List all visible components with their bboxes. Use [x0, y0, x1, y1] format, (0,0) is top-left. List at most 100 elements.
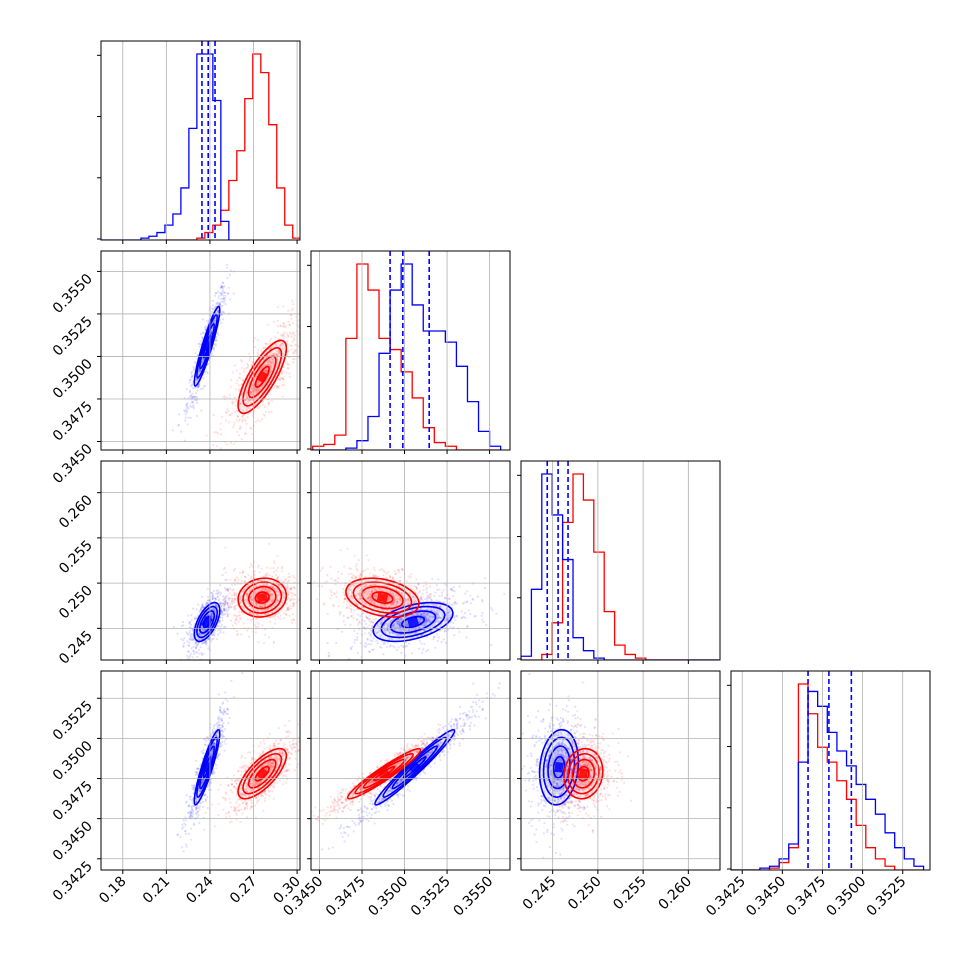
joint-0-2-blue-point [201, 630, 204, 633]
joint-1-2-blue-point [393, 622, 396, 625]
joint-0-1-red-point [238, 376, 241, 379]
joint-0-2-red-point [270, 611, 274, 614]
joint-0-3-content [176, 671, 300, 853]
joint-1-2-blue-point [350, 648, 353, 651]
joint-0-1-red-point [265, 370, 268, 373]
joint-0-2-red-point [291, 602, 295, 605]
joint-0-1-red-point [256, 389, 259, 392]
joint-0-1-red-point [246, 362, 249, 365]
joint-1-2-blue-contour-3 [372, 601, 454, 643]
joint-1-2-red-point [353, 554, 356, 557]
joint-1-2-red-point [399, 599, 402, 602]
joint-0-2-red-point [287, 589, 290, 593]
joint-0-3-blue-point [224, 691, 227, 694]
joint-0-3-blue-point [196, 767, 199, 770]
joint-1-2-blue-point [422, 613, 425, 617]
joint-0-2-blue-point [203, 628, 206, 631]
joint-0-2-red-point [275, 588, 279, 591]
joint-1-2-blue-contour-0 [401, 615, 426, 629]
joint-1-2-red-point [383, 617, 386, 621]
joint-0-3-blue-point [221, 726, 224, 729]
joint-0-1-red-point [242, 409, 245, 412]
joint-0-2-blue-point [226, 587, 229, 591]
joint-0-2-blue-point [226, 603, 229, 606]
joint-0-3-blue-point [191, 799, 194, 802]
joint-1-2-blue-point [369, 633, 372, 636]
joint-0-3-blue-point [193, 822, 196, 825]
joint-0-2-blue-point [214, 604, 218, 607]
joint-0-2-blue-point [204, 639, 207, 642]
joint-1-2-blue-point [399, 613, 402, 616]
joint-1-2-blue-point [374, 618, 377, 621]
joint-1-2-red-point [350, 615, 353, 618]
joint-0-2-blue-point [203, 641, 207, 644]
joint-1-2-blue-point [376, 631, 380, 634]
joint-0-3-blue-point [197, 767, 200, 770]
joint-0-1-red-point [236, 415, 239, 418]
joint-1-2-red-point [407, 584, 410, 587]
joint-1-2-blue-point [408, 629, 411, 632]
joint-0-2-red-point [293, 593, 296, 597]
joint-0-2-blue-point [195, 644, 199, 647]
joint-0-3-blue-point [182, 819, 185, 822]
joint-0-3-blue-point [194, 808, 198, 812]
joint-0-3-blue-point [191, 812, 195, 815]
joint-0-1-frame [100, 250, 301, 451]
joint-1-2-blue-point [433, 635, 436, 638]
joint-0-2-red-point [292, 604, 295, 607]
joint-0-2-red-point [226, 595, 229, 598]
joint-0-2-red-point [224, 612, 227, 615]
joint-0-1-red-point [232, 402, 235, 405]
joint-0-1-blue-point [184, 416, 187, 419]
joint-0-2-red-point [230, 597, 233, 600]
joint-0-2-red-point [225, 602, 228, 605]
hist-2-panel [517, 460, 721, 664]
joint-0-1-red-contour-0 [254, 365, 270, 388]
joint-1-2-red-point [437, 620, 440, 623]
joint-0-2-blue-point [195, 647, 198, 650]
joint-1-2-blue-point [435, 612, 438, 616]
joint-0-1-blue-point [198, 369, 201, 372]
joint-0-3-blue-point [199, 764, 202, 767]
joint-0-2-blue-point [221, 613, 225, 617]
joint-0-2-red-point [250, 563, 253, 566]
joint-0-2-blue-point [223, 596, 226, 599]
joint-1-2-red-point [407, 601, 410, 604]
joint-0-1-red-point [279, 325, 282, 328]
joint-1-2-red-point [392, 595, 396, 599]
joint-0-1-blue-point [186, 402, 189, 405]
joint-1-2-blue-point [464, 617, 467, 620]
joint-0-2-blue-point [186, 640, 189, 643]
joint-1-2-red-point [421, 598, 424, 601]
joint-0-2-red-point [235, 617, 238, 620]
joint-1-2-blue-point [390, 609, 393, 612]
joint-0-2-blue-point [202, 628, 205, 631]
joint-0-1-red-point [266, 360, 269, 363]
joint-0-2-red-point [292, 618, 296, 622]
joint-1-2-red-point [369, 628, 372, 631]
joint-1-2-blue-point [407, 597, 410, 600]
joint-1-2-red-point [346, 616, 349, 619]
joint-0-2-blue-point [224, 597, 227, 600]
joint-0-2-red-point [280, 601, 283, 604]
joint-0-2-red-point [259, 604, 262, 608]
joint-1-2-red-point [385, 577, 388, 580]
joint-0-2-red-point [250, 599, 253, 602]
joint-0-2-blue-point [207, 637, 210, 640]
joint-1-2-frame [310, 460, 511, 661]
joint-0-1-blue-point [192, 396, 195, 399]
joint-1-2-red-point [353, 585, 356, 588]
joint-0-3-blue-point [218, 721, 221, 724]
joint-0-1-blue-point [221, 289, 224, 292]
joint-1-2-red-point [326, 612, 329, 616]
joint-0-1-blue-point [220, 284, 223, 287]
joint-0-2-blue-point [222, 602, 225, 605]
joint-0-3-blue-point [189, 795, 192, 798]
joint-0-2-red-point [265, 574, 268, 577]
joint-0-1-red-point [279, 344, 283, 347]
joint-0-2-red-point [261, 605, 264, 608]
joint-1-2-blue-point [443, 629, 446, 632]
joint-0-1-red-point [248, 406, 251, 410]
joint-0-2-blue-point [211, 633, 214, 637]
joint-0-1-blue-point [210, 330, 213, 333]
